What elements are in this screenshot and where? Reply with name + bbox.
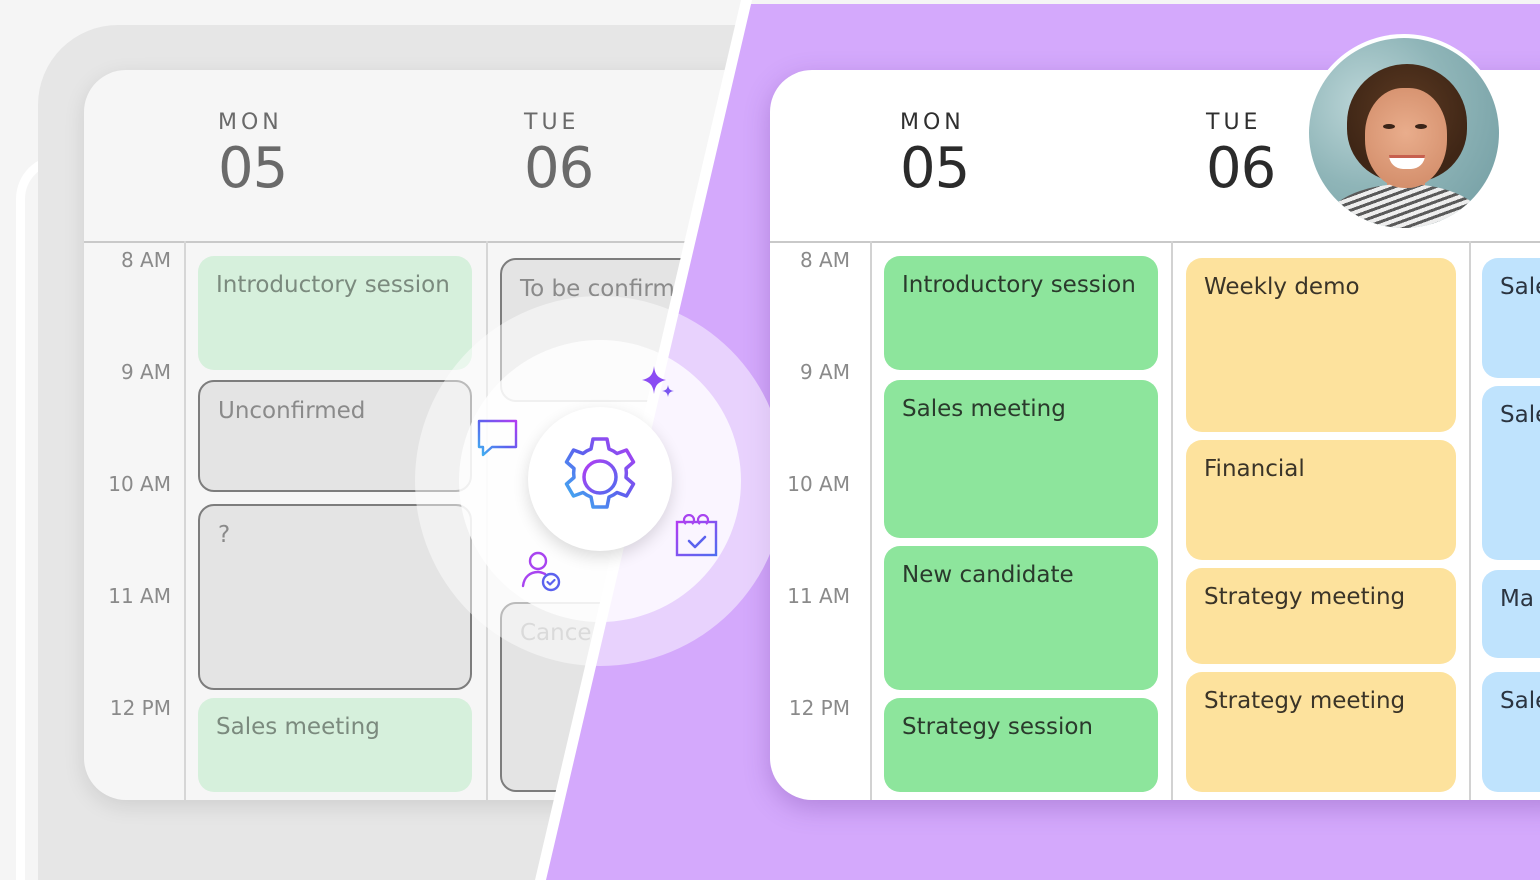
event-unknown[interactable]: ? xyxy=(198,504,472,690)
event-financial[interactable]: Financial xyxy=(1186,440,1456,560)
event-sales-meeting[interactable]: Sales meeting xyxy=(884,380,1158,538)
day-number: 06 xyxy=(524,136,594,201)
day-column-divider xyxy=(1171,241,1173,800)
event-sales[interactable]: Sale xyxy=(1482,258,1540,378)
event-title: Sales meeting xyxy=(902,396,1066,422)
event-unconfirmed[interactable]: Unconfirmed xyxy=(198,380,472,492)
day-header-tue[interactable]: TUE 06 xyxy=(1206,110,1276,201)
calendar-check-icon[interactable] xyxy=(674,514,720,558)
header-divider xyxy=(770,241,1540,243)
time-column-divider xyxy=(870,241,872,800)
event-sales[interactable]: Sale xyxy=(1482,386,1540,560)
time-label-9am: 9 AM xyxy=(120,360,171,384)
time-label-11am: 11 AM xyxy=(787,584,850,608)
gear-icon xyxy=(552,429,648,529)
event-title: Weekly demo xyxy=(1204,274,1360,300)
event-title: Sale xyxy=(1500,274,1540,300)
time-label-12pm: 12 PM xyxy=(788,696,850,720)
day-header-mon[interactable]: MON 05 xyxy=(900,110,970,201)
event-title: Introductory session xyxy=(216,272,450,298)
event-new-candidate[interactable]: New candidate xyxy=(884,546,1158,690)
day-name: MON xyxy=(900,110,965,135)
event-title: Cance xyxy=(520,620,592,646)
time-label-8am: 8 AM xyxy=(120,248,171,272)
event-title: Ma xyxy=(1500,586,1534,612)
event-title: Strategy meeting xyxy=(1204,688,1406,714)
event-title: Sale xyxy=(1500,402,1540,428)
event-title: New candidate xyxy=(902,562,1074,588)
event-introductory-session[interactable]: Introductory session xyxy=(884,256,1158,370)
day-name: TUE xyxy=(524,110,580,135)
event-strategy-meeting[interactable]: Strategy meeting xyxy=(1186,672,1456,792)
event-strategy-meeting[interactable]: Strategy meeting xyxy=(1186,568,1456,664)
event-sales[interactable]: Sale xyxy=(1482,672,1540,792)
time-label-12pm: 12 PM xyxy=(109,696,171,720)
day-number: 05 xyxy=(900,136,970,201)
event-ma[interactable]: Ma xyxy=(1482,570,1540,658)
event-title: To be confirm xyxy=(520,276,675,302)
day-name: TUE xyxy=(1206,110,1262,135)
automation-settings-button[interactable] xyxy=(528,407,672,551)
day-number: 05 xyxy=(218,136,288,201)
user-check-icon[interactable] xyxy=(520,550,564,594)
avatar-photo xyxy=(1309,38,1499,228)
voice-message-icon[interactable] xyxy=(476,418,520,460)
event-title: Introductory session xyxy=(902,272,1136,298)
time-label-10am: 10 AM xyxy=(787,472,850,496)
event-weekly-demo[interactable]: Weekly demo xyxy=(1186,258,1456,432)
sparkles-icon[interactable] xyxy=(638,364,678,404)
time-label-10am: 10 AM xyxy=(108,472,171,496)
event-strategy-session[interactable]: Strategy session xyxy=(884,698,1158,792)
event-title: Strategy session xyxy=(902,714,1093,740)
time-label-8am: 8 AM xyxy=(799,248,850,272)
calendar-after: MON 05 TUE 06 8 AM 9 AM 10 AM 11 AM 12 P… xyxy=(770,70,1540,800)
day-header-mon[interactable]: MON 05 xyxy=(218,110,288,201)
avatar[interactable] xyxy=(1305,34,1503,232)
header-divider xyxy=(84,241,984,243)
event-sales-meeting[interactable]: Sales meeting xyxy=(198,698,472,792)
event-title: Sale xyxy=(1500,688,1540,714)
time-column-divider xyxy=(184,241,186,800)
event-title: ? xyxy=(218,522,231,548)
day-header-tue[interactable]: TUE 06 xyxy=(524,110,594,201)
time-label-11am: 11 AM xyxy=(108,584,171,608)
time-label-9am: 9 AM xyxy=(799,360,850,384)
day-name: MON xyxy=(218,110,283,135)
day-number: 06 xyxy=(1206,136,1276,201)
event-title: Strategy meeting xyxy=(1204,584,1406,610)
event-title: Financial xyxy=(1204,456,1305,482)
event-title: Sales meeting xyxy=(216,714,380,740)
event-introductory-session[interactable]: Introductory session xyxy=(198,256,472,370)
event-title: Unconfirmed xyxy=(218,398,366,424)
day-column-divider xyxy=(1469,241,1471,800)
